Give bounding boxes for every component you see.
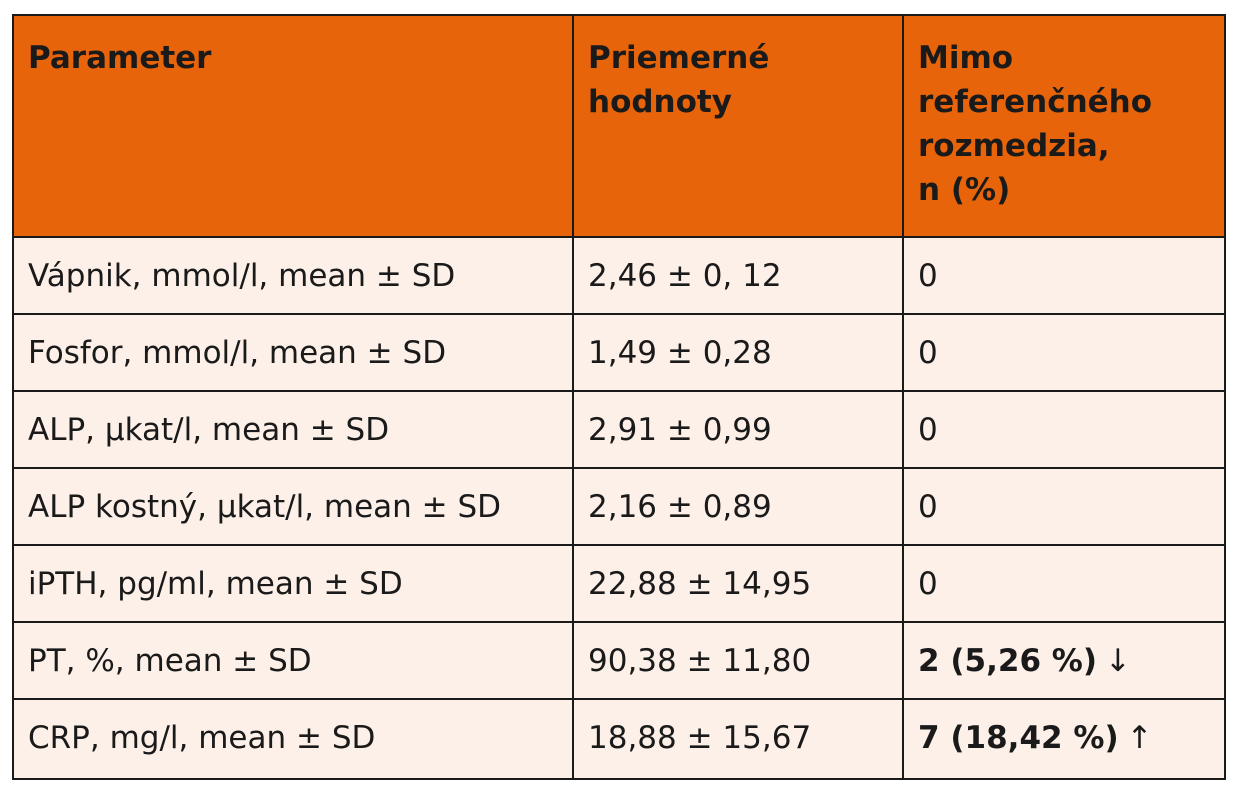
out-of-range-value: 2 (5,26 %) [918,643,1098,679]
header-line: Mimo [918,40,1014,76]
cell-mean: 2,16 ± 0,89 [572,467,904,546]
out-of-range-value: 0 [918,489,938,525]
arrow-down-icon: ↓ [1105,643,1132,679]
header-line: Parameter [28,40,212,76]
table-row: ALP, µkat/l, mean ± SD 2,91 ± 0,99 0 [12,390,1226,469]
arrow-up-icon: ↑ [1126,720,1153,756]
cell-parameter: CRP, mg/l, mean ± SD [12,698,574,780]
cell-parameter: Fosfor, mmol/l, mean ± SD [12,313,574,392]
table-row: iPTH, pg/ml, mean ± SD 22,88 ± 14,95 0 [12,544,1226,623]
table-body: Vápnik, mmol/l, mean ± SD 2,46 ± 0, 12 0… [12,236,1226,780]
out-of-range-value: 0 [918,412,938,448]
table-row: PT, %, mean ± SD 90,38 ± 11,80 2 (5,26 %… [12,621,1226,700]
cell-mean: 2,91 ± 0,99 [572,390,904,469]
cell-parameter: PT, %, mean ± SD [12,621,574,700]
cell-mean: 2,46 ± 0, 12 [572,236,904,315]
results-table-container: Parameter Priemerné hodnoty Mimo referen… [12,14,1226,790]
header-out-of-range: Mimo referenčného rozmedzia, n (%) [902,14,1226,238]
out-of-range-value: 0 [918,566,938,602]
cell-parameter: iPTH, pg/ml, mean ± SD [12,544,574,623]
out-of-range-value: 7 (18,42 %) [918,720,1119,756]
header-row: Parameter Priemerné hodnoty Mimo referen… [12,14,1226,238]
cell-out-of-range: 2 (5,26 %) ↓ [902,621,1226,700]
out-of-range-value: 0 [918,335,938,371]
cell-out-of-range: 7 (18,42 %) ↑ [902,698,1226,780]
cell-mean: 18,88 ± 15,67 [572,698,904,780]
cell-out-of-range: 0 [902,467,1226,546]
cell-mean: 1,49 ± 0,28 [572,313,904,392]
header-parameter: Parameter [12,14,574,238]
header-line: hodnoty [588,84,732,120]
header-line: Priemerné [588,40,770,76]
cell-out-of-range: 0 [902,390,1226,469]
table-row: Vápnik, mmol/l, mean ± SD 2,46 ± 0, 12 0 [12,236,1226,315]
results-table: Parameter Priemerné hodnoty Mimo referen… [12,14,1226,780]
cell-mean: 90,38 ± 11,80 [572,621,904,700]
cell-parameter: ALP, µkat/l, mean ± SD [12,390,574,469]
table-row: CRP, mg/l, mean ± SD 18,88 ± 15,67 7 (18… [12,698,1226,780]
header-line: rozmedzia, [918,128,1110,164]
cell-mean: 22,88 ± 14,95 [572,544,904,623]
table-row: Fosfor, mmol/l, mean ± SD 1,49 ± 0,28 0 [12,313,1226,392]
table-row: ALP kostný, µkat/l, mean ± SD 2,16 ± 0,8… [12,467,1226,546]
cell-parameter: ALP kostný, µkat/l, mean ± SD [12,467,574,546]
header-mean-values: Priemerné hodnoty [572,14,904,238]
cell-out-of-range: 0 [902,544,1226,623]
out-of-range-value: 0 [918,258,938,294]
cell-out-of-range: 0 [902,236,1226,315]
cell-out-of-range: 0 [902,313,1226,392]
cell-parameter: Vápnik, mmol/l, mean ± SD [12,236,574,315]
table-header: Parameter Priemerné hodnoty Mimo referen… [12,14,1226,238]
header-line: referenčného [918,84,1153,120]
header-line: n (%) [918,172,1011,208]
